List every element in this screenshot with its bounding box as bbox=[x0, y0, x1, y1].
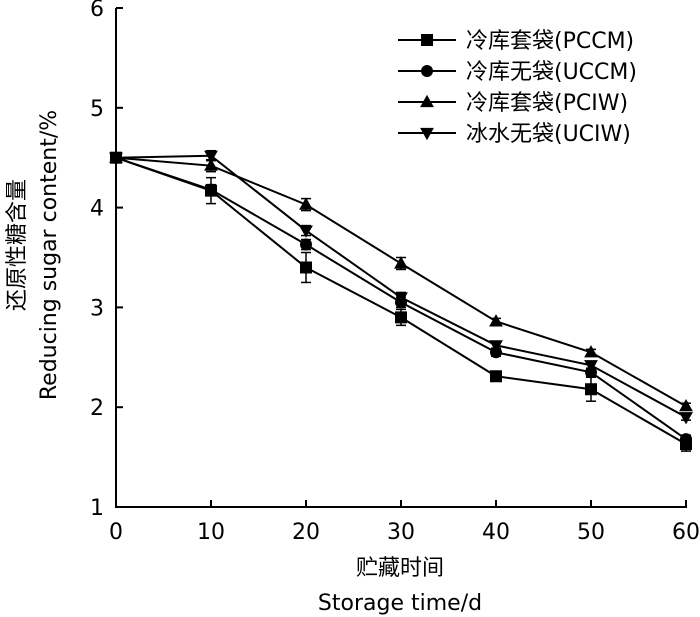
legend-label: 冷库套袋(PCCM) bbox=[466, 29, 634, 54]
y-tick-label: 2 bbox=[90, 396, 104, 421]
legend-marker bbox=[420, 127, 434, 141]
legend-marker bbox=[421, 34, 433, 46]
data-point bbox=[300, 261, 312, 274]
data-point bbox=[299, 225, 313, 238]
data-point bbox=[680, 433, 692, 446]
data-point bbox=[394, 292, 408, 305]
data-point bbox=[204, 150, 218, 163]
data-point bbox=[490, 370, 502, 383]
data-point bbox=[300, 238, 312, 251]
data-point bbox=[204, 158, 218, 171]
legend-label: 冷库套袋(PCIW) bbox=[466, 91, 628, 116]
legend-marker bbox=[421, 65, 433, 77]
legend-label: 冰水无袋(UCIW) bbox=[466, 122, 631, 147]
y-tick-label: 6 bbox=[90, 0, 104, 22]
data-point bbox=[584, 360, 598, 373]
data-point bbox=[679, 412, 693, 425]
legend-item: 冷库套袋(PCCM) bbox=[398, 29, 634, 54]
x-tick-label: 50 bbox=[577, 520, 605, 545]
legend-item: 冰水无袋(UCIW) bbox=[398, 122, 631, 147]
x-tick-label: 20 bbox=[292, 520, 320, 545]
data-point bbox=[489, 314, 503, 327]
data-point bbox=[585, 383, 597, 396]
series-triangle-up bbox=[109, 150, 693, 412]
data-point bbox=[679, 399, 693, 412]
x-tick-label: 0 bbox=[109, 520, 123, 545]
x-axis-title-en: Storage time/d bbox=[318, 591, 482, 616]
x-tick-label: 40 bbox=[482, 520, 510, 545]
series-triangle-down bbox=[109, 149, 693, 425]
series-line bbox=[115, 156, 687, 408]
y-tick-label: 3 bbox=[90, 296, 104, 321]
y-tick-label: 4 bbox=[90, 197, 104, 222]
x-tick-label: 10 bbox=[197, 520, 225, 545]
legend-label: 冷库无袋(UCCM) bbox=[466, 60, 637, 85]
y-axis-ticks: 1 2 3 4 5 6 bbox=[90, 0, 123, 521]
legend: 冷库套袋(PCCM) 冷库无袋(UCCM) 冷库套袋(PCIW) 冰水无袋(UCIW) bbox=[398, 29, 637, 147]
data-point bbox=[489, 340, 503, 353]
y-axis-title-en: Reducing sugar content/% bbox=[37, 110, 62, 400]
plot-area: 0 10 20 30 40 50 60 1 2 3 4 5 6 bbox=[90, 0, 700, 545]
x-tick-label: 30 bbox=[387, 520, 415, 545]
data-point bbox=[584, 345, 598, 358]
data-point bbox=[395, 311, 407, 324]
data-point bbox=[299, 197, 313, 210]
y-axis-title-cn: 还原性糖含量 bbox=[5, 179, 30, 311]
data-point bbox=[394, 256, 408, 269]
legend-item: 冷库套袋(PCIW) bbox=[398, 91, 628, 116]
legend-marker bbox=[420, 94, 434, 108]
x-tick-label: 60 bbox=[672, 520, 700, 545]
legend-item: 冷库无袋(UCCM) bbox=[398, 60, 637, 85]
y-tick-label: 5 bbox=[90, 97, 104, 122]
x-axis-title-cn: 贮藏时间 bbox=[356, 556, 444, 581]
x-axis-ticks: 0 10 20 30 40 50 60 bbox=[109, 500, 700, 545]
data-point bbox=[109, 152, 123, 165]
data-point bbox=[205, 183, 217, 196]
series-layer bbox=[109, 149, 693, 452]
y-tick-label: 1 bbox=[90, 496, 104, 521]
